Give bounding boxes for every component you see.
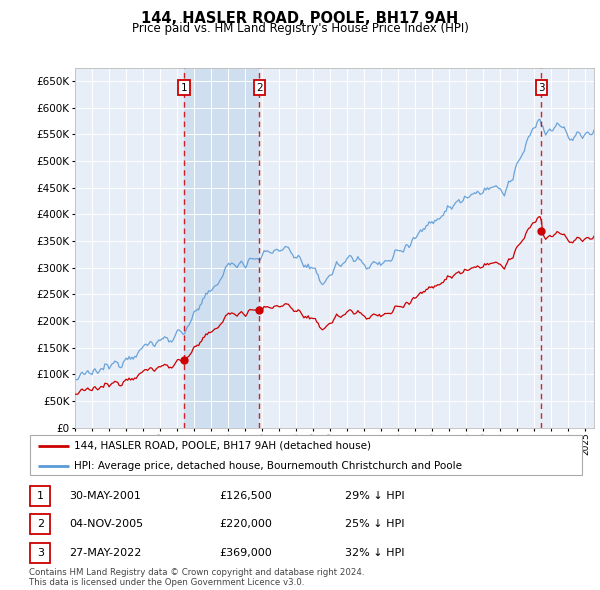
Text: HPI: Average price, detached house, Bournemouth Christchurch and Poole: HPI: Average price, detached house, Bour…: [74, 461, 462, 471]
Text: £126,500: £126,500: [219, 491, 272, 500]
Text: £369,000: £369,000: [219, 548, 272, 558]
Bar: [184, 68, 259, 428]
Text: 32% ↓ HPI: 32% ↓ HPI: [345, 548, 404, 558]
Text: £220,000: £220,000: [219, 519, 272, 529]
Text: 27-MAY-2022: 27-MAY-2022: [69, 548, 142, 558]
Text: 2: 2: [256, 83, 263, 93]
Text: 04-NOV-2005: 04-NOV-2005: [69, 519, 143, 529]
Text: 144, HASLER ROAD, POOLE, BH17 9AH (detached house): 144, HASLER ROAD, POOLE, BH17 9AH (detac…: [74, 441, 371, 451]
Text: 3: 3: [538, 83, 545, 93]
FancyBboxPatch shape: [30, 543, 50, 563]
Text: 1: 1: [181, 83, 187, 93]
Text: Price paid vs. HM Land Registry's House Price Index (HPI): Price paid vs. HM Land Registry's House …: [131, 22, 469, 35]
Text: 1: 1: [37, 491, 44, 500]
FancyBboxPatch shape: [30, 435, 582, 475]
Text: 29% ↓ HPI: 29% ↓ HPI: [345, 491, 404, 500]
Text: Contains HM Land Registry data © Crown copyright and database right 2024.
This d: Contains HM Land Registry data © Crown c…: [29, 568, 364, 587]
FancyBboxPatch shape: [30, 514, 50, 534]
Text: 25% ↓ HPI: 25% ↓ HPI: [345, 519, 404, 529]
Text: 30-MAY-2001: 30-MAY-2001: [69, 491, 141, 500]
FancyBboxPatch shape: [30, 486, 50, 506]
Text: 3: 3: [37, 548, 44, 558]
Text: 2: 2: [37, 519, 44, 529]
Text: 144, HASLER ROAD, POOLE, BH17 9AH: 144, HASLER ROAD, POOLE, BH17 9AH: [142, 11, 458, 25]
